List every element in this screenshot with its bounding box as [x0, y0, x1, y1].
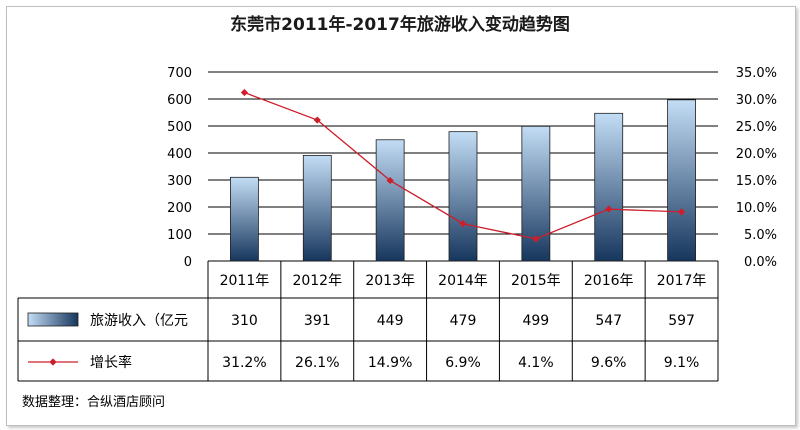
data-label: 4.1%: [518, 355, 554, 371]
bar-series: [230, 99, 696, 262]
right-axis: 0.0% 5.0% 10.0% 15.0% 20.0% 25.0% 30.0% 35.0%: [736, 66, 777, 270]
bar: [375, 139, 405, 262]
bar: [594, 112, 624, 262]
legend-swatch-marker: [49, 358, 57, 366]
line-point: [313, 116, 321, 124]
x-tick-label: 2016年: [584, 273, 634, 289]
x-tick-label: 2012年: [292, 273, 342, 289]
legend-label-revenue: 旅游收入（亿元: [90, 313, 188, 329]
left-tick-label: 0: [184, 255, 192, 270]
bar: [230, 176, 259, 262]
data-table: 2011年 2012年 2013年 2014年 2015年 2016年 2017年旅游收入（…: [17, 261, 719, 382]
legend-label-growth: 增长率: [90, 354, 132, 371]
data-label: 31.2%: [222, 355, 266, 371]
legend-swatch-bar: [27, 312, 79, 327]
right-tick-label: 15.0%: [736, 174, 777, 189]
x-tick-label: 2015年: [511, 273, 561, 289]
left-tick-label: 600: [167, 93, 192, 108]
x-tick-label: 2013年: [365, 273, 415, 289]
line-point: [677, 208, 686, 216]
line-series: [240, 88, 686, 243]
right-tick-label: 10.0%: [736, 201, 777, 216]
right-tick-label: 20.0%: [736, 147, 777, 162]
data-label: 26.1%: [295, 355, 339, 371]
x-tick-label: 2011年: [220, 273, 270, 289]
line-point: [605, 205, 613, 213]
line-point: [532, 235, 540, 243]
right-tick-label: 30.0%: [736, 93, 777, 108]
data-label: 9.6%: [591, 355, 627, 371]
x-tick-label: 2014年: [438, 273, 488, 289]
line-point: [386, 176, 394, 185]
bar: [302, 155, 332, 262]
left-tick-label: 200: [167, 201, 192, 216]
data-label: 479: [450, 313, 477, 329]
data-label: 9.1%: [664, 355, 700, 371]
bar: [667, 99, 696, 262]
left-tick-label: 100: [167, 228, 192, 243]
right-tick-label: 35.0%: [736, 66, 777, 81]
right-tick-label: 25.0%: [736, 120, 777, 135]
bar: [448, 131, 478, 262]
right-tick-label: 5.0%: [744, 228, 777, 243]
data-label: 547: [595, 313, 622, 329]
data-label: 14.9%: [368, 355, 412, 371]
data-label: 449: [377, 313, 404, 329]
x-tick-label: 2017年: [657, 273, 707, 289]
left-axis: 0 100 200 300 400 500 600 700: [167, 66, 192, 270]
left-tick-label: 700: [167, 66, 192, 81]
right-tick-label: 0.0%: [744, 255, 777, 270]
data-label: 6.9%: [445, 355, 481, 371]
line-point: [240, 88, 249, 97]
chart-title: 东莞市2011年-2017年旅游收入变动趋势图: [230, 14, 570, 35]
data-label: 499: [522, 313, 549, 329]
left-tick-label: 400: [167, 147, 192, 162]
left-tick-label: 500: [167, 120, 192, 135]
data-label: 597: [668, 313, 695, 329]
source-note: 数据整理：合纵酒店顾问: [22, 395, 165, 410]
line-point: [459, 220, 467, 228]
data-label: 391: [304, 313, 331, 329]
data-label: 310: [231, 313, 258, 329]
left-tick-label: 300: [167, 174, 192, 189]
